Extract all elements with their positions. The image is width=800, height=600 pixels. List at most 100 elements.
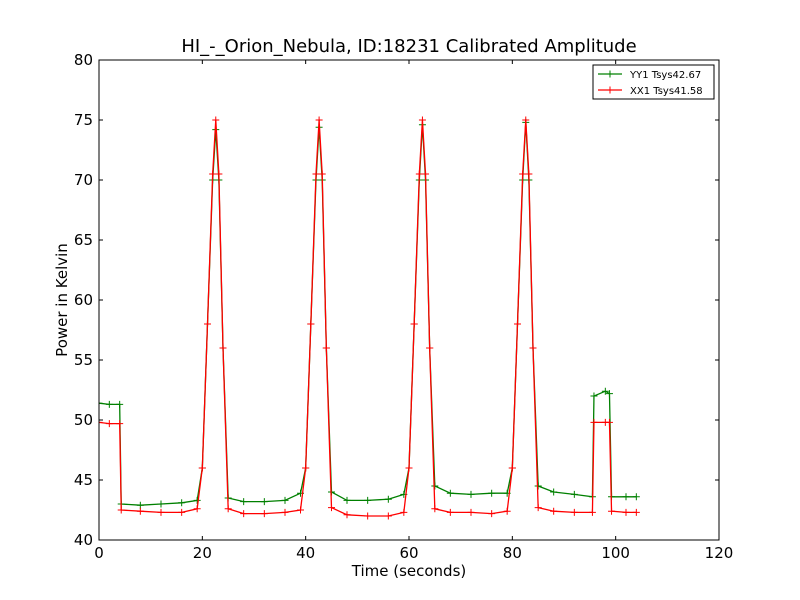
data-point-marker — [418, 116, 426, 124]
data-point-marker — [343, 511, 351, 519]
legend-label: YY1 Tsys42.67 — [629, 70, 701, 81]
data-point-marker — [157, 508, 165, 516]
data-point-marker — [529, 344, 537, 352]
data-point-marker — [590, 418, 598, 426]
data-point-marker — [622, 508, 630, 516]
data-point-marker — [260, 510, 268, 518]
y-tick-label: 80 — [74, 51, 93, 69]
legend-item: YY1 Tsys42.67 — [598, 70, 701, 81]
data-point-marker — [260, 498, 268, 506]
data-point-marker — [384, 495, 392, 503]
y-axis-label: Power in Kelvin — [53, 243, 71, 357]
data-point-marker — [136, 501, 144, 509]
data-point-marker — [488, 510, 496, 518]
data-point-marker — [426, 344, 434, 352]
data-point-marker — [514, 320, 521, 328]
x-tick-label: 100 — [601, 544, 630, 562]
data-point-marker — [605, 418, 613, 426]
data-point-marker — [519, 170, 527, 178]
x-tick-label: 120 — [705, 544, 734, 562]
data-point-marker — [431, 482, 439, 490]
chart-title: HI_-_Orion_Nebula, ID:18231 Calibrated A… — [181, 36, 636, 57]
data-point-marker — [488, 489, 496, 497]
plot-area — [98, 59, 720, 541]
series-layer — [99, 116, 640, 520]
data-point-marker — [224, 505, 232, 513]
series-xx1 — [99, 116, 640, 520]
data-point-marker — [422, 170, 430, 178]
data-point-marker — [343, 496, 351, 504]
data-point-marker — [99, 418, 103, 426]
data-point-marker — [307, 320, 315, 328]
data-point-marker — [534, 504, 542, 512]
data-point-marker — [508, 464, 516, 472]
data-point-marker — [105, 400, 113, 408]
data-point-marker — [550, 507, 558, 515]
data-point-marker — [204, 320, 211, 328]
x-tick-label: 80 — [503, 544, 522, 562]
legend-items: YY1 Tsys42.67 XX1 Tsys41.58 — [598, 70, 703, 97]
data-point-marker — [632, 508, 640, 516]
data-point-marker — [315, 116, 323, 124]
data-point-marker — [116, 400, 124, 408]
data-point-marker — [588, 508, 596, 516]
x-tick-label: 20 — [193, 544, 212, 562]
legend-box — [592, 64, 715, 100]
data-point-marker — [193, 505, 201, 513]
x-tick-label: 40 — [296, 544, 315, 562]
data-point-marker — [178, 499, 186, 507]
data-point-marker — [590, 392, 598, 400]
data-point-marker — [522, 116, 530, 124]
y-tick-label: 65 — [74, 231, 93, 249]
data-point-marker — [467, 490, 475, 498]
data-point-marker — [415, 170, 423, 178]
data-point-marker — [297, 506, 304, 514]
data-point-marker — [405, 464, 413, 472]
data-point-marker — [608, 507, 616, 515]
data-point-marker — [212, 116, 220, 124]
data-point-marker — [550, 488, 558, 496]
data-point-marker — [503, 507, 511, 515]
data-point-marker — [136, 507, 144, 515]
y-tick-label: 40 — [74, 531, 93, 549]
data-point-marker — [99, 399, 103, 407]
data-point-marker — [431, 505, 439, 513]
data-point-marker — [446, 508, 454, 516]
legend-item: XX1 Tsys41.58 — [598, 86, 703, 97]
data-point-marker — [312, 170, 320, 178]
data-point-marker — [570, 490, 578, 498]
y-tick-label: 50 — [74, 411, 93, 429]
data-point-marker — [364, 512, 372, 520]
data-point-marker — [178, 508, 186, 516]
data-point-marker — [467, 508, 475, 516]
data-point-marker — [116, 420, 124, 428]
y-tick-label: 55 — [74, 351, 93, 369]
data-point-marker — [400, 508, 408, 516]
data-point-marker — [364, 496, 372, 504]
data-point-marker — [410, 320, 418, 328]
x-tick-labels: 0 20 40 60 80 100 120 — [94, 544, 733, 562]
data-point-marker — [322, 344, 330, 352]
legend-label: XX1 Tsys41.58 — [630, 86, 703, 97]
data-point-marker — [281, 496, 289, 504]
data-point-marker — [318, 170, 326, 178]
data-point-marker — [157, 500, 165, 508]
data-point-marker — [240, 510, 248, 518]
legend-swatch-marker — [606, 86, 614, 94]
data-point-marker — [525, 170, 533, 178]
data-point-marker — [446, 489, 454, 497]
legend-swatch-marker — [606, 70, 614, 78]
y-tick-label: 75 — [74, 111, 93, 129]
y-tick-label: 70 — [74, 171, 93, 189]
data-point-marker — [384, 512, 392, 520]
x-tick-label: 60 — [399, 544, 418, 562]
data-point-marker — [302, 464, 310, 472]
data-point-marker — [632, 493, 640, 501]
x-axis-label: Time (seconds) — [351, 562, 467, 580]
y-tick-labels: 40 45 50 55 60 65 70 75 80 — [74, 51, 93, 549]
data-point-marker — [570, 508, 578, 516]
x-tick-label: 0 — [94, 544, 104, 562]
data-point-marker — [215, 170, 223, 178]
data-point-marker — [193, 496, 201, 504]
